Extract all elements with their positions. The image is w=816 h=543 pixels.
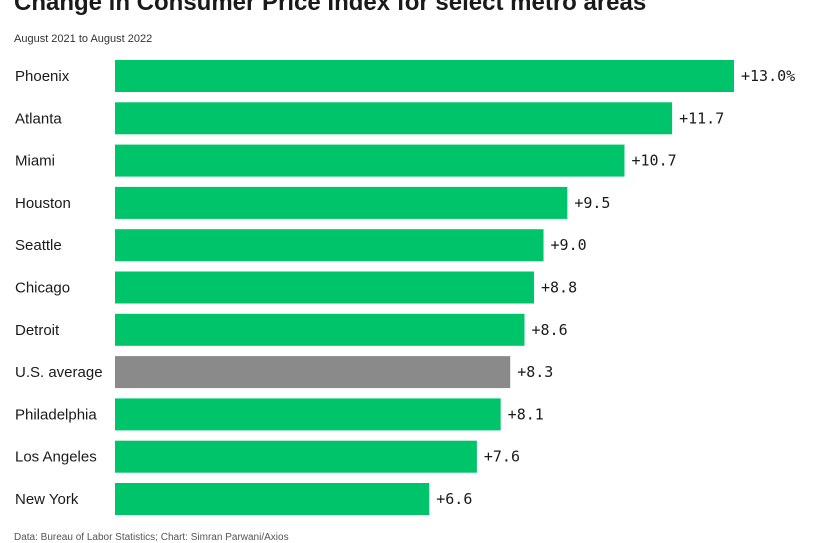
chart-source: Data: Bureau of Labor Statistics; Chart:… xyxy=(14,532,289,543)
value-label-philadelphia: +8.1 xyxy=(508,405,544,423)
category-label-chicago: Chicago xyxy=(15,280,70,297)
value-label-chicago: +8.8 xyxy=(541,279,577,297)
category-label-houston: Houston xyxy=(15,195,71,212)
category-label-philadelphia: Philadelphia xyxy=(15,406,97,423)
category-label-new-york: New York xyxy=(15,491,79,508)
value-label-houston: +9.5 xyxy=(574,194,610,212)
bar-houston xyxy=(115,186,568,219)
value-label-miami: +10.7 xyxy=(631,152,676,170)
category-label-detroit: Detroit xyxy=(15,322,60,339)
chart-subtitle: August 2021 to August 2022 xyxy=(14,33,153,45)
bar-miami xyxy=(115,144,625,177)
bar-atlanta xyxy=(115,102,673,135)
value-label-atlanta: +11.7 xyxy=(679,109,724,127)
chart-title: Change in Consumer Price Index for selec… xyxy=(14,0,647,16)
value-label-phoenix: +13.0% xyxy=(741,67,795,85)
category-label-los-angeles: Los Angeles xyxy=(15,449,97,466)
category-label-u-s-average: U.S. average xyxy=(15,364,103,381)
category-label-atlanta: Atlanta xyxy=(15,110,62,127)
category-label-miami: Miami xyxy=(15,153,55,170)
category-label-phoenix: Phoenix xyxy=(15,68,70,85)
bar-new-york xyxy=(115,483,430,515)
value-label-u-s-average: +8.3 xyxy=(517,363,553,381)
value-label-new-york: +6.6 xyxy=(436,490,472,508)
value-label-los-angeles: +7.6 xyxy=(484,448,520,466)
bar-seattle xyxy=(115,229,544,262)
bar-phoenix xyxy=(115,60,734,92)
category-label-seattle: Seattle xyxy=(15,237,62,254)
bar-detroit xyxy=(115,313,525,346)
bar-los-angeles xyxy=(115,440,477,473)
bar-philadelphia xyxy=(115,398,501,431)
value-label-detroit: +8.6 xyxy=(531,321,567,339)
bar-u-s-average xyxy=(115,356,511,389)
bar-chicago xyxy=(115,271,535,304)
bar-group: Phoenix +13.0% Atlanta +11.7 Miami +10.7 Houst… xyxy=(15,60,795,515)
value-label-seattle: +9.0 xyxy=(551,236,587,254)
